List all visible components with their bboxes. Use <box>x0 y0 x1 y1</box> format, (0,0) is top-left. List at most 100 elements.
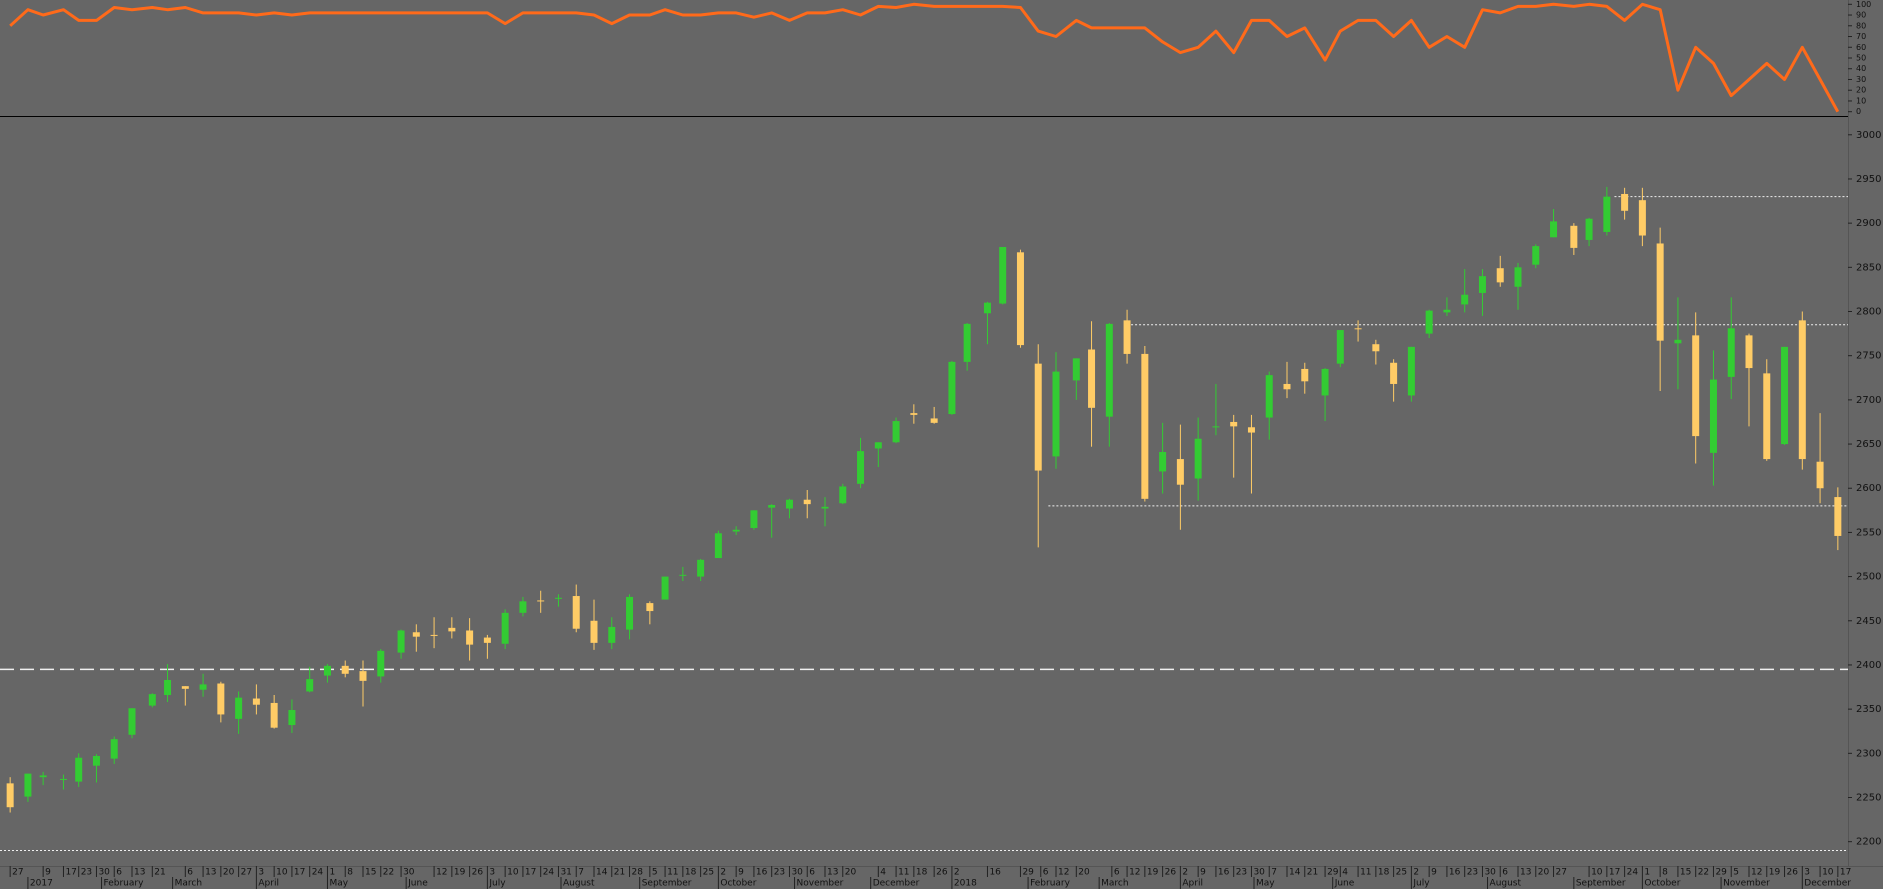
x-tick-label: 11 <box>667 868 678 878</box>
x-tick-label: 6 <box>1114 868 1120 878</box>
x-tick-label: 30 <box>1253 868 1265 878</box>
y-tick-label: 2450 <box>1856 616 1881 627</box>
candle-body <box>785 499 793 509</box>
x-tick-label: 27 <box>12 868 23 878</box>
y-tick-label: 2850 <box>1856 262 1881 273</box>
x-tick-label: 17 <box>1609 868 1620 878</box>
x-tick-label: 24 <box>543 868 555 878</box>
x-tick-label: 25 <box>1396 868 1407 878</box>
candle-body <box>1212 426 1220 428</box>
x-tick-label: 19 <box>1147 868 1159 878</box>
y-tick-label: 2300 <box>1856 748 1881 759</box>
x-tick-label: 5 <box>1733 868 1739 878</box>
month-tick-label: August <box>1490 879 1522 889</box>
candle-body <box>1016 252 1024 346</box>
candle-body <box>608 626 616 643</box>
x-tick-label: 13 <box>134 868 145 878</box>
candle-body <box>1532 246 1540 265</box>
x-tick-label: 19 <box>454 868 466 878</box>
candle-body <box>1621 193 1629 211</box>
candle-body <box>1123 320 1131 354</box>
x-tick-label: 10 <box>276 868 288 878</box>
candle-body <box>963 323 971 362</box>
month-tick-label: May <box>1256 879 1275 889</box>
candle-body <box>466 630 474 645</box>
candle-body <box>1265 375 1273 418</box>
candle-body <box>1727 328 1735 377</box>
candle-body <box>590 620 598 643</box>
month-tick-label: June <box>407 879 428 889</box>
y-tick-label: 2600 <box>1856 483 1881 494</box>
candle-body <box>1052 371 1060 457</box>
y-tick-label: 2200 <box>1856 837 1881 848</box>
x-tick-label: 21 <box>614 868 625 878</box>
candle-body <box>1709 379 1717 453</box>
month-tick-label: 2018 <box>954 879 977 889</box>
x-tick-label: 18 <box>1378 868 1390 878</box>
candle-body <box>110 739 118 759</box>
candle-body <box>1834 497 1842 536</box>
indicator-y-tick-label: 30 <box>1856 75 1866 84</box>
candle-body <box>750 510 758 528</box>
x-tick-label: 12 <box>1058 868 1069 878</box>
x-tick-label: 29 <box>1327 868 1339 878</box>
x-tick-label: 10 <box>507 868 519 878</box>
x-tick-label: 6 <box>1502 868 1508 878</box>
candle-body <box>323 665 331 676</box>
x-tick-label: 24 <box>312 868 324 878</box>
month-tick-label: April <box>258 879 279 889</box>
y-tick-label: 2800 <box>1856 307 1881 318</box>
candle-body <box>1034 363 1042 471</box>
x-tick-label: 30 <box>98 868 110 878</box>
y-tick-label: 2950 <box>1856 174 1881 185</box>
x-tick-label: 28 <box>632 868 644 878</box>
x-tick-label: 20 <box>1538 868 1550 878</box>
x-tick-label: 20 <box>223 868 235 878</box>
candle-body <box>1443 309 1451 313</box>
candle-body <box>1603 196 1611 232</box>
x-tick-label: 27 <box>1556 868 1567 878</box>
candle-body <box>341 665 349 674</box>
candle-body <box>92 755 100 766</box>
x-tick-label: 12 <box>1129 868 1140 878</box>
month-tick-label: May <box>329 879 348 889</box>
candle-body <box>1336 330 1344 364</box>
x-tick-label: 4 <box>1342 868 1348 878</box>
x-tick-label: 23 <box>774 868 785 878</box>
x-tick-label: 22 <box>383 868 394 878</box>
candle-body <box>1354 328 1362 330</box>
x-tick-label: 17 <box>1840 868 1851 878</box>
candle-body <box>235 697 243 719</box>
candle-body <box>1570 225 1578 248</box>
candle-body <box>430 634 438 636</box>
x-tick-label: 30 <box>1484 868 1496 878</box>
x-tick-label: 11 <box>898 868 909 878</box>
candle-body <box>1088 349 1096 408</box>
candle-body <box>1816 461 1824 489</box>
x-tick-label: 9 <box>1431 868 1437 878</box>
y-tick-label: 2900 <box>1856 218 1881 229</box>
candle-body <box>1745 335 1753 369</box>
candle-body <box>128 708 136 735</box>
x-tick-label: 12 <box>1751 868 1762 878</box>
x-tick-label: 26 <box>936 868 948 878</box>
candle-body <box>646 603 654 612</box>
y-tick-label: 2550 <box>1856 527 1881 538</box>
x-tick-label: 19 <box>1769 868 1781 878</box>
x-tick-label: 14 <box>596 868 608 878</box>
x-tick-label: 6 <box>187 868 193 878</box>
candle-body <box>1692 335 1700 437</box>
candle-body <box>148 694 156 706</box>
x-tick-label: 20 <box>845 868 857 878</box>
candle-body <box>1674 339 1682 344</box>
candle-body <box>1072 358 1080 381</box>
candle-body <box>1321 368 1329 396</box>
candle-body <box>199 684 207 690</box>
candle-body <box>572 596 580 629</box>
candle-body <box>1247 427 1255 433</box>
candle-body <box>803 499 811 505</box>
x-tick-label: 29 <box>1022 868 1034 878</box>
x-tick-label: 31 <box>560 868 571 878</box>
x-tick-label: 16 <box>989 868 1001 878</box>
